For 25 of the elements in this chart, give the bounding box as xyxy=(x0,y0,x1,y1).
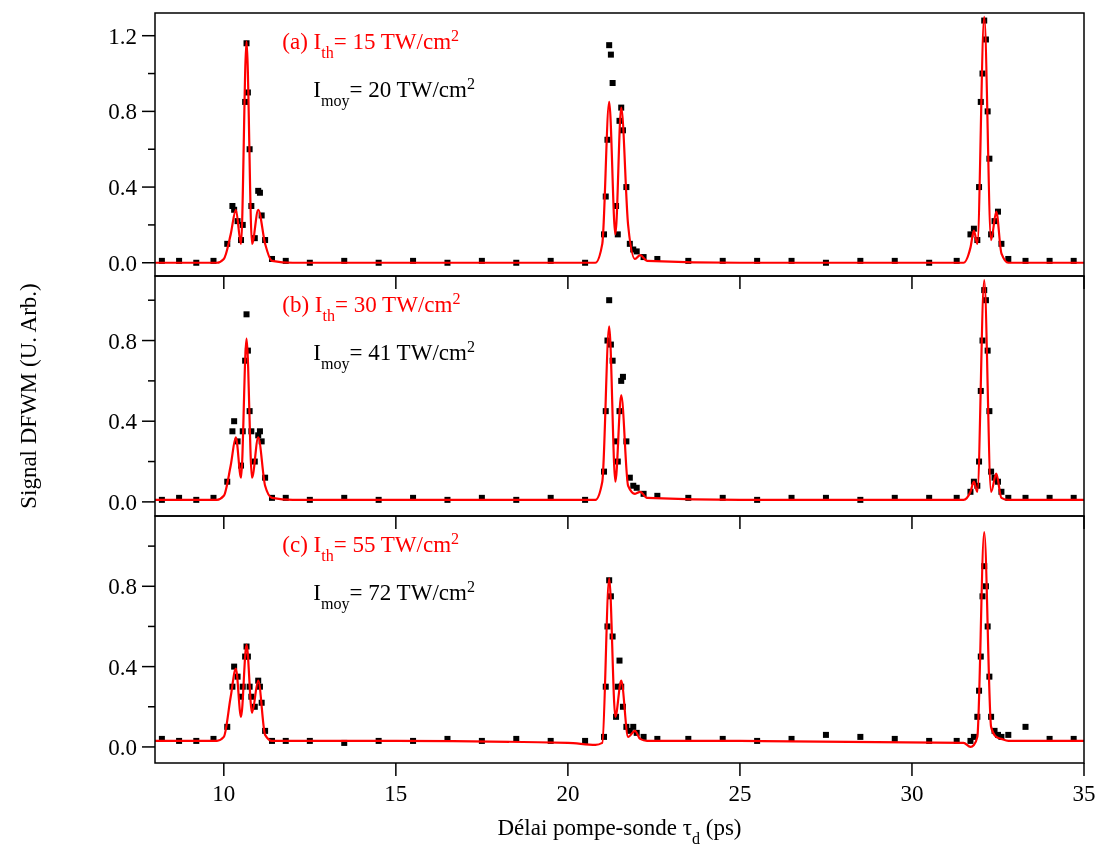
y-tick-label: 0.4 xyxy=(108,654,138,680)
y-tick-label: 0.8 xyxy=(108,328,137,354)
annotation: (a) I$_{th}$= 15 TW/cm$^{2}$ xyxy=(282,26,460,61)
y-tick-label: 0.0 xyxy=(108,250,137,276)
y-axis-title: Signal DFWM (U. Arb.) xyxy=(16,283,41,509)
x-tick-label: 30 xyxy=(900,781,924,806)
y-tick-label: 0.8 xyxy=(108,574,137,600)
x-tick-label: 25 xyxy=(728,781,752,806)
x-tick-label: 10 xyxy=(212,781,236,806)
annotation: I$_{moy}$= 20 TW/cm$^{2}$ xyxy=(313,74,475,110)
y-tick-label: 0.4 xyxy=(108,175,138,201)
annotation: (b) I$_{th}$= 30 TW/cm$^{2}$ xyxy=(282,289,461,324)
x-tick-label: 20 xyxy=(556,781,580,806)
x-tick-label: 35 xyxy=(1072,781,1096,806)
line-series xyxy=(155,530,1084,749)
y-tick-label: 0.8 xyxy=(108,99,137,125)
annotation: I$_{moy}$= 72 TW/cm$^{2}$ xyxy=(313,577,475,613)
y-tick-label: 0.0 xyxy=(108,489,137,515)
x-tick-label: 15 xyxy=(384,781,408,806)
x-axis-title: Délai pompe-sonde τ$_{d}$ (ps) xyxy=(497,815,742,847)
y-tick-label: 1.2 xyxy=(108,23,137,49)
y-tick-label: 0.0 xyxy=(108,734,137,760)
y-tick-label: 0.4 xyxy=(108,409,138,435)
annotation: (c) I$_{th}$= 55 TW/cm$^{2}$ xyxy=(282,529,460,564)
annotation: I$_{moy}$= 41 TW/cm$^{2}$ xyxy=(313,337,475,373)
